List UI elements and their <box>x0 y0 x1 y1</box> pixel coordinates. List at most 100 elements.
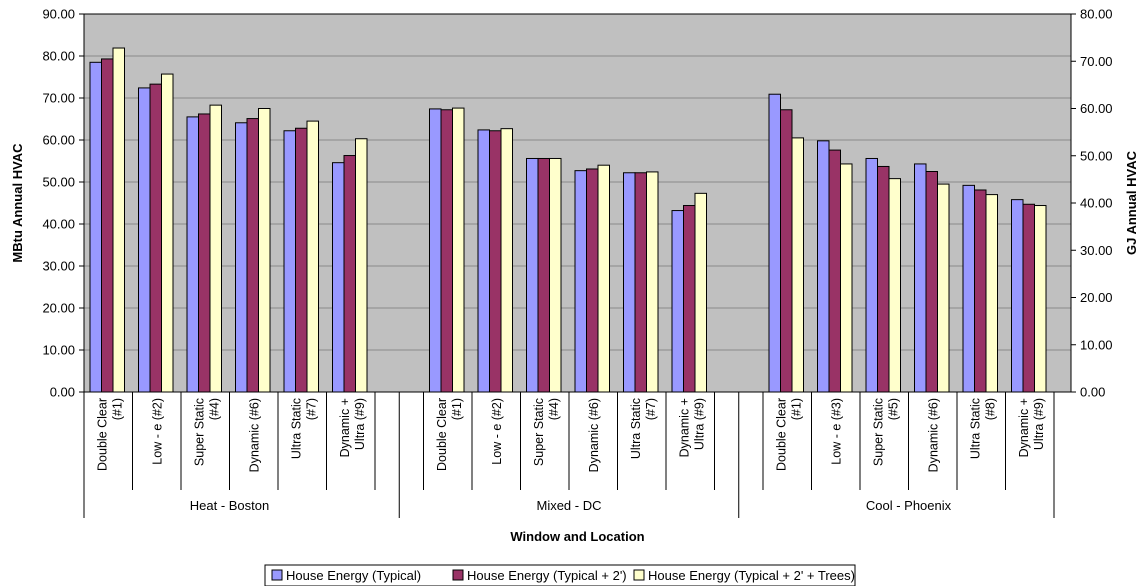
y-tick-label: 50.00 <box>42 175 75 190</box>
bar-3 <box>209 104 222 393</box>
bar-3 <box>646 171 659 393</box>
y-tick-label: 60.00 <box>42 133 75 148</box>
legend-swatch <box>271 569 283 581</box>
bar-2 <box>780 109 793 393</box>
category-label: Double Clear(#1) <box>774 398 803 471</box>
bar-2 <box>1022 203 1035 393</box>
category-label: Super Static(#4) <box>192 398 221 466</box>
bar-3 <box>355 138 368 393</box>
category-label: Super Static(#5) <box>871 398 900 466</box>
bar-1 <box>235 122 248 393</box>
bar-1 <box>332 162 345 393</box>
x-axis-title: Window and Location <box>510 529 644 544</box>
y2-axis-ticks: 0.00 10.00 20.00 30.00 40.00 50.00 60.00 70.00 8… <box>1080 7 1113 400</box>
y2-tick-label: 10.00 <box>1080 337 1113 352</box>
axes <box>79 13 1076 518</box>
legend: House Energy (Typical) House Energy (Typi… <box>264 564 856 586</box>
bar-1 <box>283 130 296 393</box>
y-tick-label: 0.00 <box>50 385 75 400</box>
bars <box>89 47 1047 393</box>
y-tick-label: 70.00 <box>42 91 75 106</box>
y-axis-title: MBtu Annual HVAC <box>10 143 25 263</box>
legend-label: House Energy (Typical + 2') <box>467 568 627 583</box>
bar-2 <box>343 155 356 393</box>
category-label: Low - e (#2) <box>150 398 164 465</box>
bar-1 <box>962 184 975 393</box>
group-label: Mixed - DC <box>536 498 601 513</box>
bar-1 <box>138 87 151 393</box>
y-tick-label: 30.00 <box>42 259 75 274</box>
legend-label: House Energy (Typical + 2' + Trees) <box>648 568 855 583</box>
y-tick-label: 40.00 <box>42 217 75 232</box>
legend-swatch <box>452 569 464 581</box>
bar-3 <box>306 120 319 393</box>
bar-1 <box>671 210 684 393</box>
bar-2 <box>489 130 502 393</box>
bar-1 <box>429 108 442 393</box>
bar-3 <box>937 183 950 393</box>
bar-2 <box>149 83 162 393</box>
bar-3 <box>840 163 853 393</box>
bar-2 <box>586 168 599 393</box>
bar-3 <box>694 192 707 393</box>
bar-2 <box>246 118 259 393</box>
legend-swatch <box>633 569 645 581</box>
bar-1 <box>768 93 781 393</box>
category-label: Dynamic (#6) <box>247 398 261 472</box>
y2-tick-label: 0.00 <box>1080 385 1105 400</box>
bar-1 <box>89 61 102 393</box>
bar-1 <box>186 116 199 393</box>
y2-axis-title: GJ Annual HVAC <box>1124 150 1139 255</box>
bar-1 <box>477 129 490 393</box>
bar-1 <box>865 157 878 393</box>
category-label: Ultra Static(#7) <box>289 398 318 459</box>
category-label: Ultra Static(#7) <box>629 398 658 459</box>
category-label: Dynamic +Ultra (#9) <box>677 398 706 457</box>
category-label: Ultra Static(#8) <box>968 398 997 459</box>
bar-2 <box>683 205 696 393</box>
bar-3 <box>549 157 562 393</box>
category-labels: Double Clear(#1) Low - e (#2) Super Static… <box>95 398 1046 472</box>
y-tick-label: 80.00 <box>42 49 75 64</box>
bar-1 <box>1011 199 1024 393</box>
category-label: Double Clear(#1) <box>95 398 124 471</box>
bar-3 <box>112 47 125 393</box>
y2-tick-label: 60.00 <box>1080 101 1113 116</box>
bar-3 <box>791 137 804 393</box>
y-tick-label: 90.00 <box>42 7 75 22</box>
bar-2 <box>101 58 114 393</box>
y2-tick-label: 40.00 <box>1080 196 1113 211</box>
group-label: Cool - Phoenix <box>866 498 952 513</box>
y2-tick-label: 80.00 <box>1080 7 1113 22</box>
bar-2 <box>537 157 550 393</box>
y2-tick-label: 30.00 <box>1080 243 1113 258</box>
y-tick-label: 20.00 <box>42 301 75 316</box>
category-label: Low - e (#3) <box>829 398 843 465</box>
bar-3 <box>985 194 998 393</box>
bar-3 <box>452 107 465 393</box>
bar-2 <box>925 171 938 393</box>
bar-3 <box>888 178 901 393</box>
bar-2 <box>198 113 211 393</box>
bar-3 <box>258 108 271 393</box>
y-axis-ticks: 0.00 10.00 20.00 30.00 40.00 50.00 60.00 70.00 8… <box>42 7 75 400</box>
y2-tick-label: 50.00 <box>1080 148 1113 163</box>
bar-3 <box>161 73 174 393</box>
y2-tick-label: 70.00 <box>1080 54 1113 69</box>
category-label: Super Static(#4) <box>532 398 561 466</box>
bar-2 <box>974 189 987 393</box>
bar-1 <box>817 140 830 393</box>
bar-3 <box>597 164 610 393</box>
category-label: Low - e (#2) <box>490 398 504 465</box>
bar-1 <box>914 163 927 393</box>
bar-3 <box>1034 205 1047 393</box>
y-tick-label: 10.00 <box>42 343 75 358</box>
category-label: Dynamic +Ultra (#9) <box>338 398 367 457</box>
bar-2 <box>877 165 890 393</box>
bar-2 <box>634 172 647 393</box>
group-labels: Heat - Boston Mixed - DC Cool - Phoenix <box>190 498 952 513</box>
category-label: Dynamic +Ultra (#9) <box>1017 398 1046 457</box>
category-label: Dynamic (#6) <box>587 398 601 472</box>
category-label: Double Clear(#1) <box>435 398 464 471</box>
